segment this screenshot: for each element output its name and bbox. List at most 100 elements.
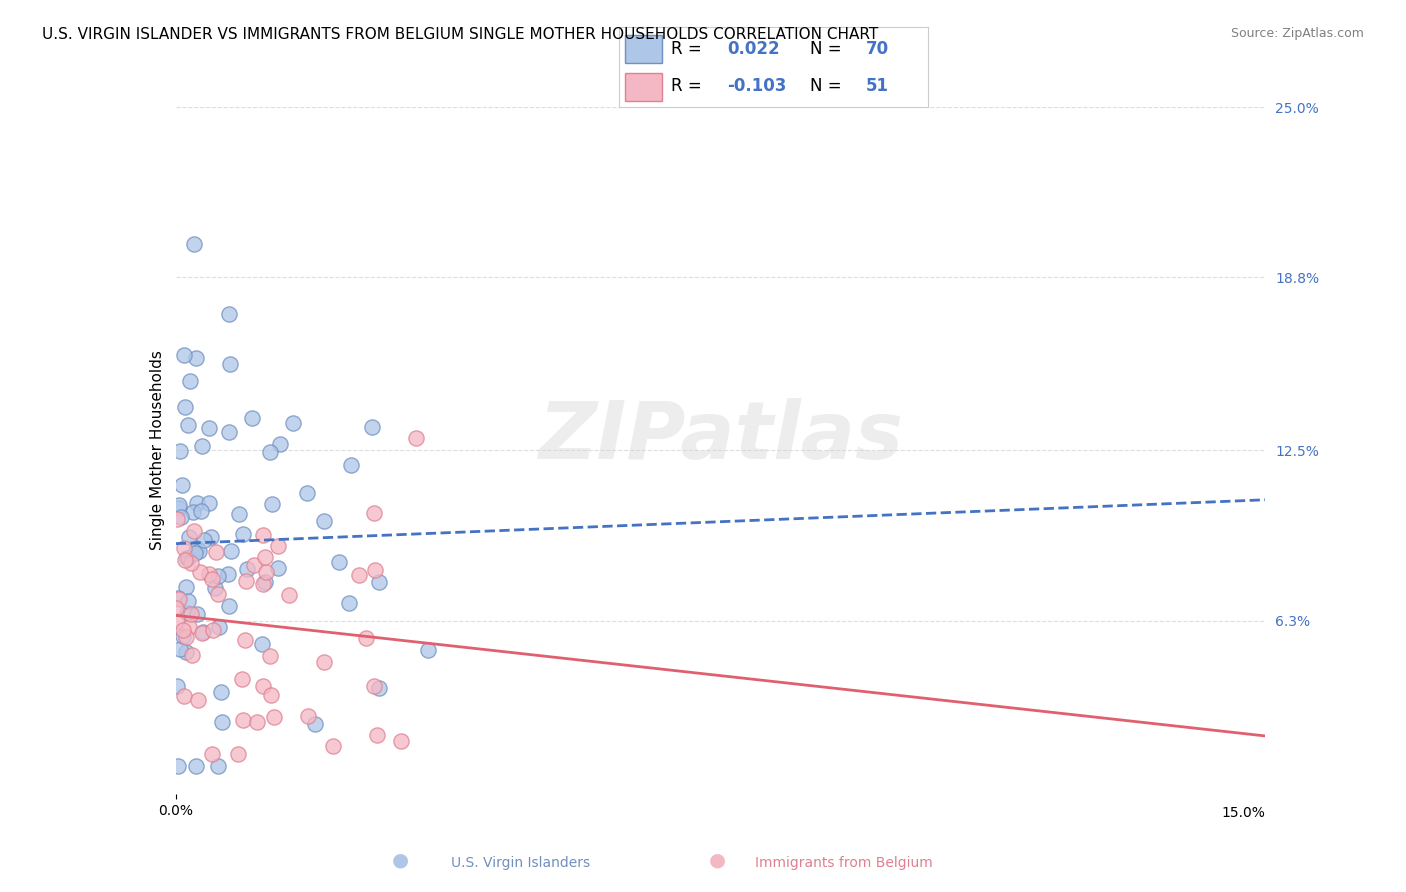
- Point: [267, 561, 290, 575]
- Point: [263, 710, 285, 724]
- Point: [188, 565, 211, 579]
- FancyBboxPatch shape: [624, 72, 662, 101]
- Text: 70: 70: [866, 40, 889, 58]
- Point: [281, 416, 304, 430]
- Point: [197, 496, 219, 510]
- Point: [186, 496, 208, 510]
- Point: [181, 505, 204, 519]
- Point: [198, 566, 221, 581]
- Point: [252, 679, 274, 693]
- Point: [337, 596, 360, 610]
- Point: [269, 437, 291, 451]
- Point: [236, 562, 259, 576]
- Point: [181, 648, 204, 662]
- Point: [173, 401, 195, 415]
- Point: [252, 576, 274, 591]
- Point: [173, 689, 195, 703]
- Point: [165, 601, 187, 615]
- Text: N =: N =: [810, 40, 848, 58]
- Point: [174, 580, 197, 594]
- Point: [166, 591, 188, 605]
- Point: [180, 607, 202, 621]
- Point: [174, 630, 197, 644]
- Text: Immigrants from Belgium: Immigrants from Belgium: [755, 855, 932, 870]
- Point: [232, 527, 254, 541]
- Point: [176, 593, 198, 607]
- Point: [176, 606, 198, 620]
- Point: [389, 733, 412, 747]
- Point: [177, 530, 200, 544]
- Point: [228, 507, 250, 521]
- Point: [246, 715, 269, 730]
- Point: [202, 623, 225, 637]
- Point: [184, 351, 207, 365]
- Text: N =: N =: [810, 78, 848, 95]
- Point: [260, 497, 283, 511]
- Point: [259, 649, 281, 664]
- Point: [173, 541, 195, 555]
- Text: -0.103: -0.103: [727, 78, 786, 95]
- Point: [176, 417, 198, 432]
- Point: [240, 411, 263, 425]
- Point: [416, 643, 439, 657]
- Point: [169, 642, 191, 657]
- Point: [254, 550, 277, 565]
- Point: [183, 236, 205, 251]
- Point: [170, 510, 193, 524]
- Point: [190, 504, 212, 518]
- Point: [186, 607, 208, 621]
- Point: [193, 533, 215, 548]
- Point: [187, 544, 209, 558]
- Point: [295, 486, 318, 500]
- Text: 51: 51: [866, 78, 889, 95]
- Point: [169, 591, 191, 606]
- Text: R =: R =: [671, 78, 707, 95]
- Point: [219, 544, 242, 558]
- Point: [207, 759, 229, 773]
- Point: [204, 581, 226, 595]
- Point: [186, 541, 208, 555]
- Point: [191, 624, 214, 639]
- Point: [363, 679, 385, 693]
- Point: [242, 558, 264, 573]
- Point: [187, 692, 209, 706]
- Point: [218, 307, 240, 321]
- Point: [166, 512, 188, 526]
- Point: [191, 439, 214, 453]
- Point: [173, 348, 195, 362]
- Point: [184, 759, 207, 773]
- Point: [260, 688, 283, 702]
- Point: [177, 620, 200, 634]
- Text: R =: R =: [671, 40, 707, 58]
- Text: 0.022: 0.022: [727, 40, 779, 58]
- Point: [200, 530, 222, 544]
- Point: [180, 556, 202, 570]
- Point: [174, 645, 197, 659]
- Point: [211, 714, 233, 729]
- Point: [312, 655, 335, 669]
- Point: [167, 501, 190, 516]
- Point: [259, 445, 281, 459]
- Point: [277, 588, 299, 602]
- Point: [177, 550, 200, 565]
- Point: [166, 679, 188, 693]
- Point: [297, 709, 319, 723]
- Point: [232, 713, 254, 727]
- Point: [366, 728, 388, 742]
- Text: ●: ●: [392, 851, 409, 870]
- Text: Source: ZipAtlas.com: Source: ZipAtlas.com: [1230, 27, 1364, 40]
- Point: [172, 629, 194, 643]
- Point: [201, 572, 224, 586]
- Point: [190, 626, 212, 640]
- Text: U.S. Virgin Islanders: U.S. Virgin Islanders: [451, 855, 589, 870]
- Point: [174, 552, 197, 566]
- Point: [198, 421, 221, 435]
- Point: [169, 444, 191, 458]
- Point: [179, 374, 201, 388]
- Point: [360, 420, 382, 434]
- Point: [183, 524, 205, 538]
- Text: ●: ●: [709, 851, 725, 870]
- Point: [172, 623, 194, 637]
- Text: 15.0%: 15.0%: [1222, 806, 1265, 821]
- Point: [204, 544, 226, 558]
